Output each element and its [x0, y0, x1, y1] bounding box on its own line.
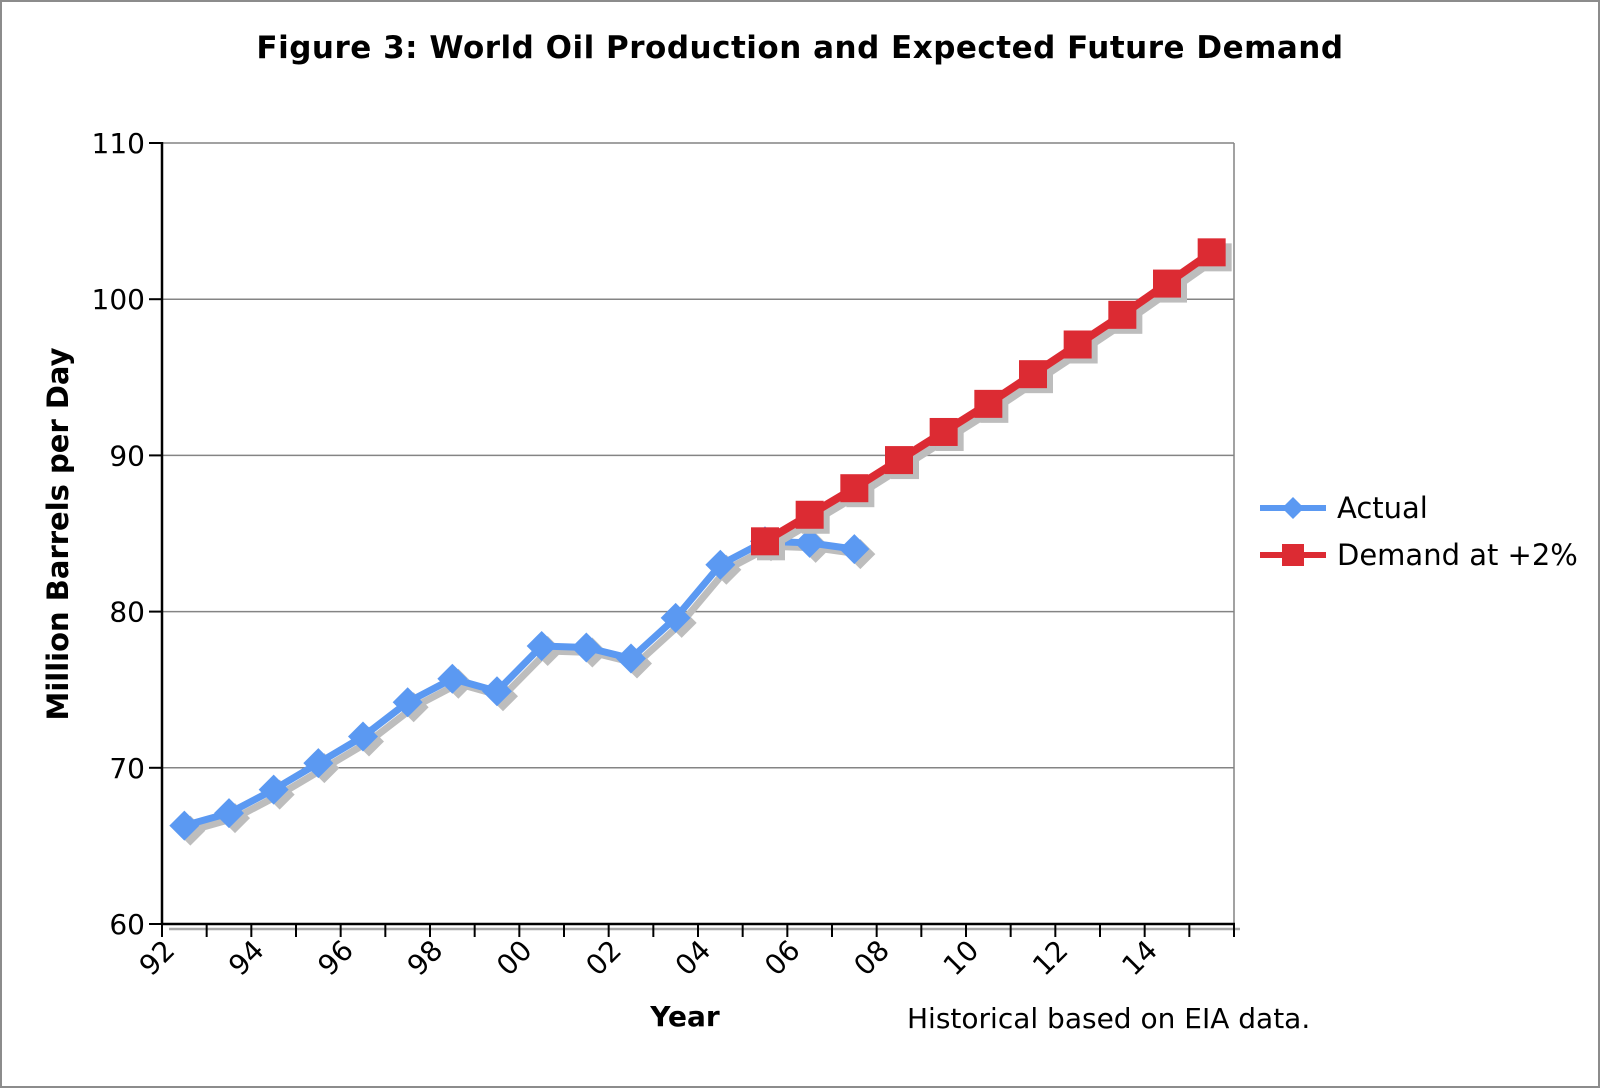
svg-text:04: 04 — [669, 934, 718, 983]
svg-text:06: 06 — [758, 934, 807, 983]
svg-text:14: 14 — [1115, 934, 1164, 983]
svg-text:10: 10 — [937, 934, 986, 983]
demand-square-marker-icon — [1260, 543, 1326, 566]
chart-title: Figure 3: World Oil Production and Expec… — [256, 30, 1344, 66]
legend-label-actual: Actual — [1337, 490, 1428, 525]
svg-text:94: 94 — [222, 934, 271, 983]
series-actual — [169, 526, 876, 846]
svg-text:60: 60 — [109, 908, 145, 941]
svg-text:96: 96 — [311, 934, 360, 983]
svg-text:70: 70 — [109, 752, 145, 785]
chart-legend: Actual Demand at +2% — [1258, 484, 1578, 578]
svg-text:80: 80 — [109, 596, 145, 629]
svg-text:100: 100 — [92, 283, 145, 316]
series-demand-at-2- — [751, 238, 1232, 561]
svg-text:98: 98 — [401, 934, 450, 983]
svg-text:90: 90 — [109, 439, 145, 472]
svg-text:12: 12 — [1026, 934, 1075, 983]
legend-item-demand: Demand at +2% — [1258, 531, 1578, 578]
legend-item-actual: Actual — [1258, 484, 1578, 531]
legend-label-demand: Demand at +2% — [1337, 537, 1578, 572]
y-axis-title: Million Barrels per Day — [41, 347, 75, 721]
svg-text:08: 08 — [847, 934, 896, 983]
svg-text:110: 110 — [92, 127, 145, 160]
chart-footnote: Historical based on EIA data. — [907, 1002, 1311, 1035]
svg-text:00: 00 — [490, 934, 539, 983]
svg-text:02: 02 — [579, 934, 628, 983]
actual-diamond-marker-icon — [1260, 496, 1326, 519]
x-axis-title: Year — [650, 1000, 720, 1033]
